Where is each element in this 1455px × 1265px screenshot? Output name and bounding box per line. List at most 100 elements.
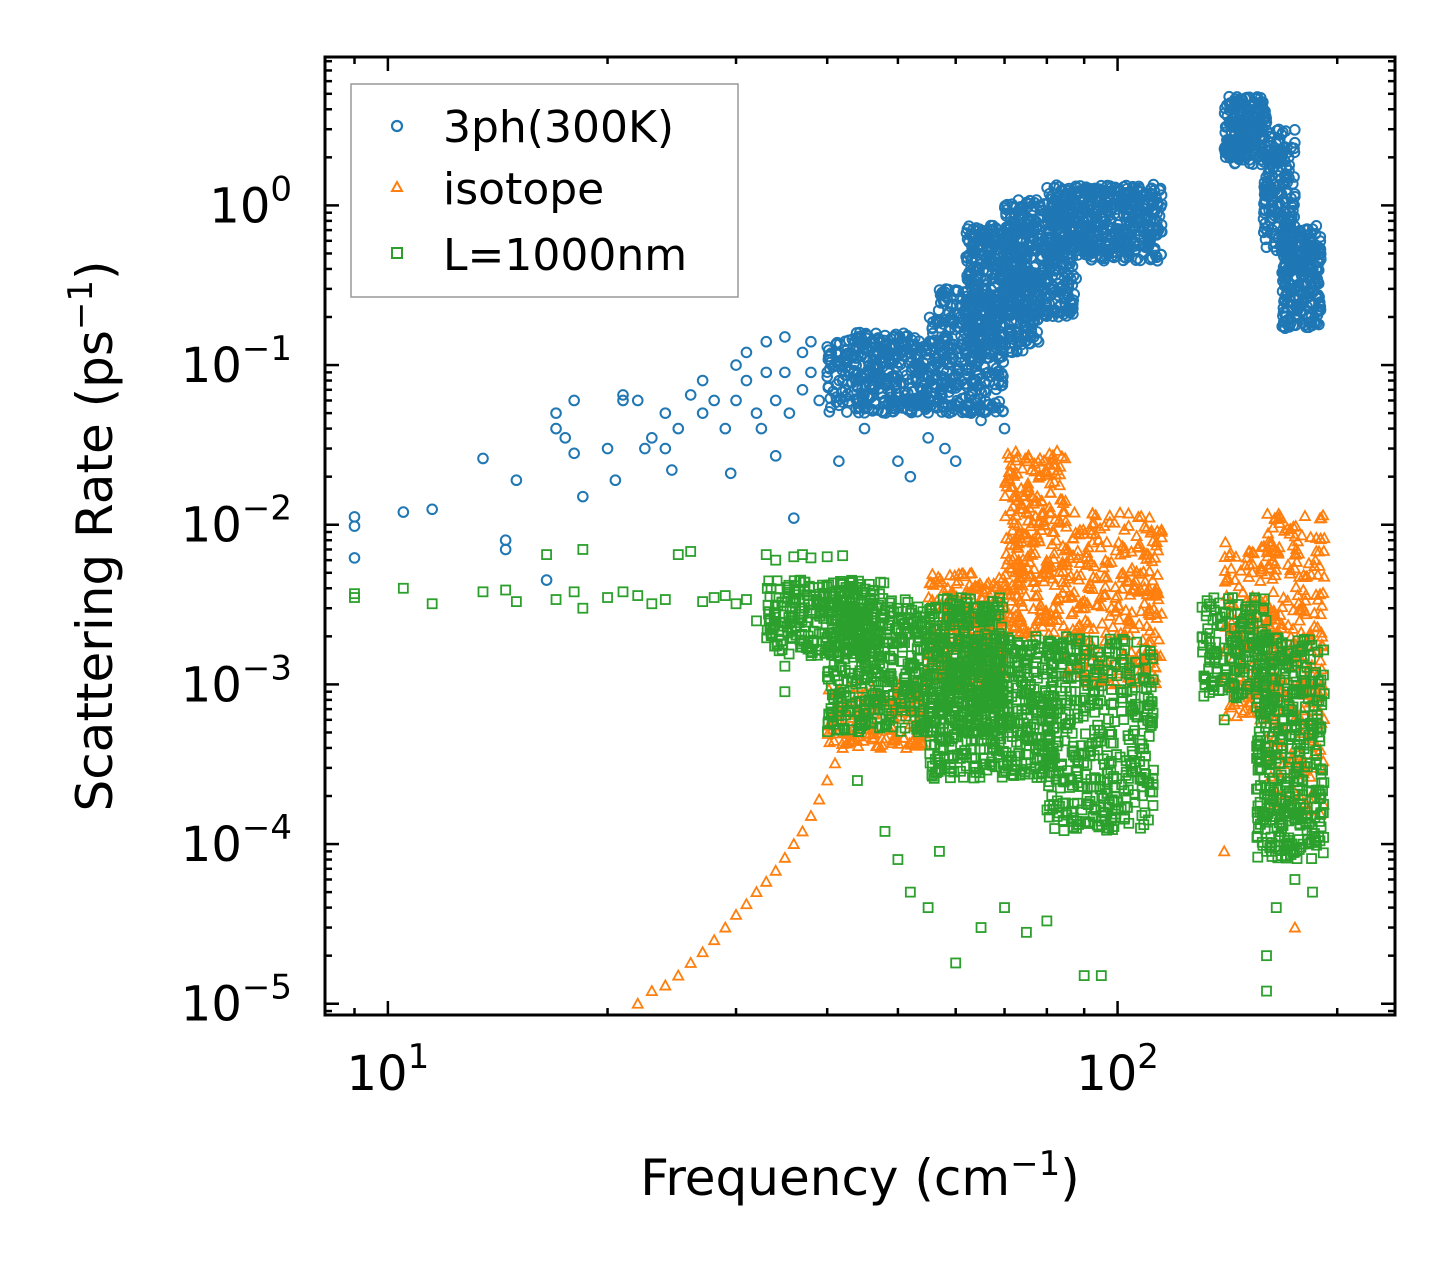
- circle-point: [1031, 326, 1044, 338]
- circle-point: [1091, 206, 1103, 218]
- triangle-point: [1076, 522, 1090, 535]
- triangle-point: [1309, 531, 1323, 543]
- circle-point: [805, 335, 817, 348]
- triangle-point: [671, 968, 685, 981]
- circle-point: [971, 233, 984, 246]
- triangle-point: [1081, 579, 1095, 592]
- triangle-point: [1093, 590, 1107, 602]
- triangle-point: [1046, 453, 1060, 465]
- circle-point: [1112, 198, 1125, 211]
- circle-point: [993, 395, 1006, 408]
- triangle-point: [718, 920, 732, 933]
- circle-point: [844, 346, 856, 359]
- triangle-point: [1060, 555, 1074, 567]
- triangle-point: [1005, 561, 1019, 574]
- triangle-point: [1262, 557, 1276, 570]
- triangle-point: [1261, 526, 1275, 539]
- triangle-point: [1316, 508, 1330, 521]
- circle-point: [859, 327, 872, 340]
- square-point: [824, 591, 836, 602]
- circle-point: [974, 313, 986, 325]
- circle-point: [1106, 199, 1118, 211]
- triangle-point: [778, 850, 792, 863]
- circle-point: [1259, 105, 1271, 118]
- circle-point: [1041, 181, 1053, 194]
- triangle-point: [874, 740, 888, 753]
- circle-point: [1004, 328, 1016, 340]
- circle-point: [1295, 253, 1307, 266]
- triangle-point: [1139, 521, 1153, 534]
- circle-point: [1025, 299, 1038, 312]
- circle-point: [1293, 247, 1306, 260]
- triangle-point: [1125, 583, 1139, 596]
- circle-point: [1288, 124, 1301, 136]
- circle-point: [1056, 217, 1069, 230]
- triangle-point: [1047, 546, 1061, 559]
- triangle-point: [1058, 451, 1072, 464]
- triangle-point: [1097, 560, 1111, 573]
- triangle-point: [1072, 572, 1086, 585]
- circle-point: [937, 347, 950, 359]
- triangle-point: [631, 996, 645, 1009]
- triangle-point: [1073, 597, 1087, 609]
- circle-point: [672, 422, 685, 435]
- triangle-point: [1277, 524, 1291, 536]
- circle-point: [1264, 214, 1276, 227]
- circle-point: [1024, 331, 1037, 344]
- circle-point: [1145, 187, 1157, 200]
- triangle-point: [1036, 619, 1050, 632]
- triangle-point: [1045, 524, 1059, 537]
- circle-point: [1022, 275, 1034, 287]
- circle-point: [1139, 211, 1152, 223]
- triangle-point: [1314, 607, 1328, 620]
- circle-point: [1113, 238, 1126, 251]
- circle-point: [550, 407, 562, 419]
- circle-point: [854, 326, 866, 339]
- triangle-point: [1045, 537, 1059, 550]
- triangle-point: [1283, 566, 1297, 579]
- circle-point: [1081, 242, 1094, 255]
- circle-point: [1063, 187, 1075, 200]
- circle-point: [740, 374, 753, 387]
- circle-point: [1284, 317, 1297, 330]
- circle-point: [1301, 262, 1314, 275]
- circle-point: [1148, 184, 1161, 197]
- triangle-point: [1121, 506, 1135, 519]
- triangle-point: [1037, 505, 1051, 518]
- circle-point: [960, 251, 972, 263]
- triangle-point: [1218, 535, 1232, 548]
- circle-point: [1141, 187, 1154, 200]
- circle-point: [730, 359, 742, 371]
- circle-point: [1282, 319, 1294, 332]
- circle-point: [666, 464, 678, 476]
- square-point: [911, 643, 923, 655]
- circle-point: [1234, 98, 1247, 111]
- triangle-point: [1080, 557, 1094, 570]
- triangle-point: [1067, 505, 1082, 518]
- triangle-point: [1308, 553, 1322, 566]
- circle-point: [1129, 240, 1141, 252]
- triangle-point: [1224, 561, 1238, 574]
- triangle-point: [1233, 671, 1247, 684]
- triangle-point: [1151, 543, 1165, 556]
- triangle-point: [1312, 559, 1326, 571]
- triangle-point: [1089, 598, 1104, 611]
- triangle-point: [1100, 570, 1114, 583]
- triangle-point: [1148, 626, 1162, 639]
- circle-point: [1273, 179, 1286, 191]
- circle-point: [952, 397, 964, 409]
- circle-point: [1304, 290, 1316, 303]
- triangle-point: [1155, 530, 1169, 543]
- triangle-point: [1246, 557, 1260, 570]
- circle-point: [1292, 280, 1305, 292]
- triangle-point: [1103, 508, 1117, 521]
- triangle-point: [1095, 616, 1109, 629]
- triangle-point: [827, 734, 841, 746]
- triangle-point: [1299, 588, 1313, 600]
- circle-point: [1085, 253, 1098, 266]
- triangle-point: [897, 731, 911, 743]
- triangle-point: [1007, 611, 1021, 623]
- circle-point: [940, 335, 953, 348]
- circle-point: [1081, 202, 1093, 215]
- circle-point: [833, 346, 846, 358]
